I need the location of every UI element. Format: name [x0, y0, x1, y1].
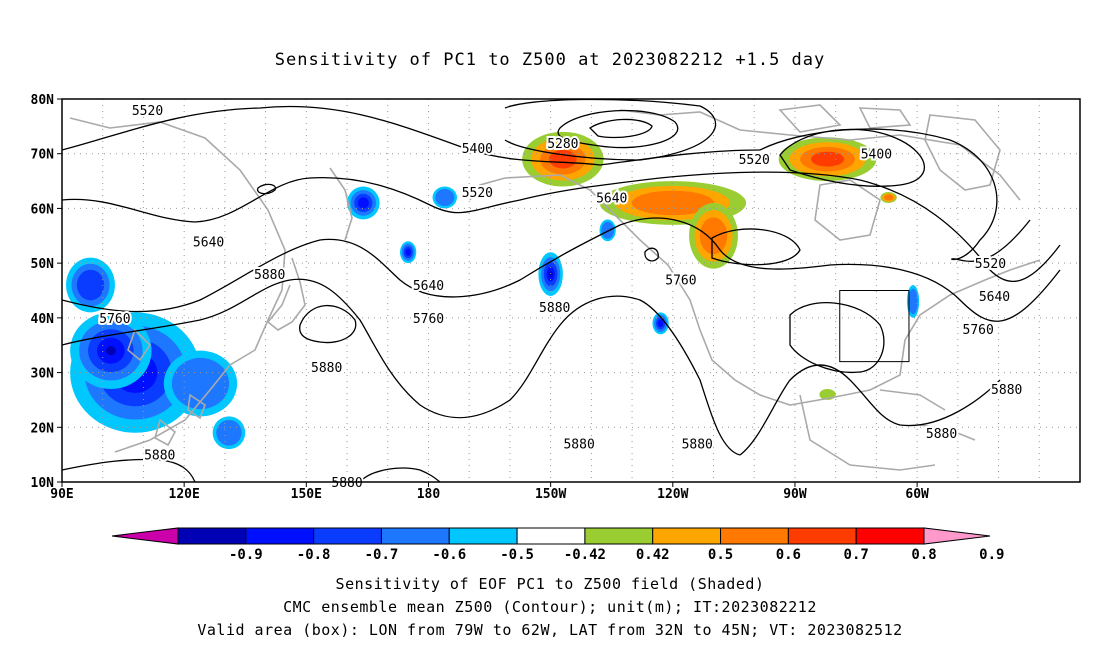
- colorbar-box: [787, 527, 857, 545]
- contour-label: 5640: [596, 191, 627, 206]
- shading-patch: [435, 188, 455, 207]
- contour-labels: 5520 5400 5280 5520 5520 5400 5640 5640 5880 5640…: [97, 102, 1024, 493]
- map-frame: [61, 98, 1081, 483]
- colorbar-label: -0.9: [229, 547, 263, 563]
- lon-label: 150E: [291, 487, 322, 502]
- contour-label: 5760: [99, 312, 130, 327]
- contour-label: 5760: [963, 323, 994, 338]
- colorbar-box: [380, 527, 450, 545]
- contour-label: 5640: [979, 290, 1010, 305]
- colorbar-label: 0.7: [844, 547, 869, 563]
- colorbar-box: [652, 527, 722, 545]
- contour-label: 5880: [144, 449, 175, 464]
- contour-label: 5880: [991, 383, 1022, 398]
- contour-label: 5400: [462, 142, 493, 157]
- colorbar-high-triangle: [923, 527, 991, 545]
- shading-patch: [357, 197, 369, 209]
- caption-line-2: CMC ensemble mean Z500 (Contour); unit(m…: [283, 598, 817, 616]
- shading-patch: [884, 194, 894, 201]
- contour-label: 5520: [739, 153, 770, 168]
- colorbar-box: [245, 527, 315, 545]
- shading-patch: [699, 217, 728, 255]
- contour-label: 5760: [665, 274, 696, 289]
- colorbar-box: [313, 527, 382, 545]
- contour-label: 5520: [975, 257, 1006, 272]
- contour-label: 5280: [547, 137, 578, 152]
- colorbar-label: 0.5: [708, 547, 733, 563]
- colorbar-label: 0.42: [636, 547, 670, 563]
- shading-patch: [105, 346, 116, 356]
- colorbar-box: [516, 527, 586, 545]
- contour-label: 5520: [462, 186, 493, 201]
- colorbar-label: 0.9: [979, 547, 1004, 563]
- shading-patch: [76, 269, 105, 301]
- lat-label: 70N: [31, 148, 55, 163]
- shading-patch: [171, 357, 230, 410]
- lon-label: 120E: [169, 487, 200, 502]
- colorbar-label: -0.8: [297, 547, 331, 563]
- colorbar-box: [720, 527, 789, 545]
- z500-contours: [62, 99, 1061, 482]
- contour-label: 5880: [539, 301, 570, 316]
- lat-label: 40N: [31, 312, 55, 327]
- shading-patch: [908, 288, 918, 315]
- contour-label: 5400: [861, 148, 892, 163]
- lon-label: 150W: [535, 487, 566, 502]
- caption-line-1: Sensitivity of EOF PC1 to Z500 field (Sh…: [335, 575, 765, 593]
- lat-label: 80N: [31, 93, 55, 108]
- shading-patch: [601, 221, 615, 239]
- lat-label: 30N: [31, 367, 55, 382]
- colorbar-label: 0.8: [911, 547, 936, 563]
- caption-line-3: Valid area (box): LON from 79W to 62W, L…: [197, 621, 903, 639]
- contour-label: 5880: [331, 476, 362, 491]
- lat-label: 60N: [31, 202, 55, 217]
- shading-patch: [810, 151, 845, 167]
- lat-label: 50N: [31, 257, 55, 272]
- lon-label: 90E: [50, 487, 73, 502]
- colorbar-label: -0.7: [365, 547, 399, 563]
- contour-label: 5640: [193, 235, 224, 250]
- shading-patch: [216, 419, 242, 446]
- shading-patch: [549, 149, 577, 169]
- contour-label: 5880: [311, 361, 342, 376]
- lon-label: 90W: [783, 487, 807, 502]
- colorbar-label: -0.5: [500, 547, 534, 563]
- colorbar-box: [177, 527, 247, 545]
- contour-label: 5880: [254, 268, 285, 283]
- contour-label: 5880: [926, 427, 957, 442]
- valid-area-box: [839, 290, 910, 363]
- colorbar: -0.9 -0.8 -0.7 -0.6 -0.5 -0.42 0.42 0.5 0.6 0.7 0.…: [111, 527, 1004, 563]
- colorbar-box: [855, 527, 925, 545]
- contour-label: 5520: [132, 104, 163, 119]
- contour-label: 5880: [682, 438, 713, 453]
- shading-patch: [657, 319, 664, 328]
- lat-label: 20N: [31, 421, 55, 436]
- sensitivity-shading: [66, 131, 920, 450]
- shading-patch: [631, 190, 714, 216]
- contour-label: 5760: [413, 312, 444, 327]
- chart-title: Sensitivity of PC1 to Z500 at 2023082212…: [274, 50, 826, 70]
- colorbar-label: -0.42: [564, 547, 606, 563]
- contour-label: 5640: [413, 279, 444, 294]
- lat-label: 10N: [31, 476, 55, 491]
- lon-label: 120W: [657, 487, 688, 502]
- shading-patch: [405, 248, 411, 256]
- shading-patch: [548, 271, 553, 277]
- lon-label: 60W: [905, 487, 929, 502]
- colorbar-low-triangle: [111, 527, 179, 545]
- colorbar-box: [448, 527, 518, 545]
- lon-label: 180: [417, 487, 441, 502]
- contour-label: 5880: [563, 438, 594, 453]
- colorbar-box: [584, 527, 654, 545]
- colorbar-label: 0.6: [776, 547, 801, 563]
- colorbar-label: -0.6: [432, 547, 466, 563]
